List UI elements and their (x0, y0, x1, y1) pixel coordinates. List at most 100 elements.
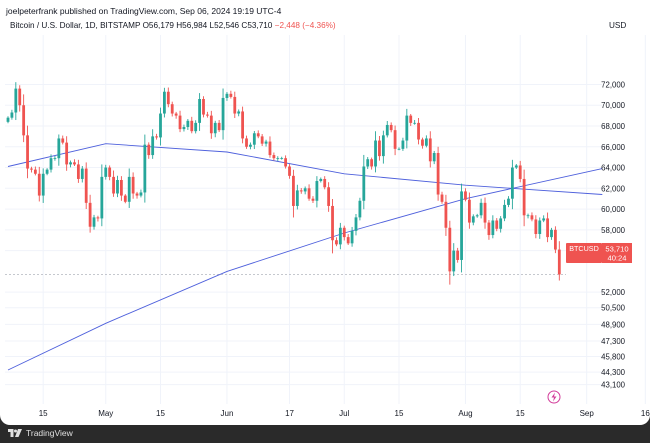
candle-body (335, 240, 338, 245)
candle (73, 159, 76, 167)
candle (252, 130, 256, 150)
candle-body (452, 250, 456, 272)
lightning-icon[interactable] (547, 390, 561, 404)
candle-body (104, 167, 108, 177)
candle (424, 135, 428, 148)
candle-body (163, 91, 166, 114)
candle-body (53, 158, 57, 159)
candle (354, 214, 358, 236)
candle (18, 85, 22, 112)
candle (22, 94, 26, 143)
candle (264, 139, 268, 147)
candle-body (487, 222, 491, 236)
candle (225, 91, 229, 101)
candle (170, 101, 174, 117)
candle (401, 137, 405, 151)
candle (206, 111, 209, 118)
candle (166, 87, 170, 108)
candle-body (331, 205, 334, 241)
candle-body (554, 229, 557, 250)
candle-body (49, 158, 53, 170)
candle (389, 122, 393, 133)
candle-body (135, 193, 139, 196)
candle (358, 197, 362, 221)
candle (542, 215, 546, 223)
candle-body (241, 111, 244, 139)
candle (119, 176, 123, 201)
candle (448, 220, 452, 285)
price-tag-symbol: BTCUSD (569, 244, 599, 253)
candle-body (401, 140, 405, 149)
candle-body (37, 173, 41, 196)
candle-body (303, 188, 307, 192)
y-tick-label: 43,100 (601, 381, 626, 390)
candle-body (467, 199, 471, 223)
candle (444, 194, 448, 236)
publisher-line: joelpeterfrank published on TradingView.… (6, 6, 282, 16)
candle-body (381, 135, 385, 157)
candle (92, 214, 96, 230)
tradingview-footer[interactable]: TradingView (8, 428, 73, 438)
candle-body (510, 167, 514, 199)
candle-body (284, 158, 288, 167)
candle (378, 135, 381, 161)
candle (503, 199, 506, 222)
price-tag-value-bg (602, 243, 632, 263)
tradingview-brand: TradingView (26, 428, 73, 438)
candle-body (237, 111, 241, 114)
time-axis[interactable]: 15 May 15 Jun 17 Jul 15 Aug 15 Sep 16 (39, 409, 650, 418)
candle-body (217, 122, 221, 131)
candle-body (147, 144, 151, 156)
candle-body (221, 97, 225, 131)
close-value: C53,710 (241, 21, 273, 30)
candle (393, 125, 397, 156)
candle (249, 142, 252, 150)
candle-body (151, 136, 155, 156)
x-tick-label: 15 (395, 409, 404, 418)
candle-body (327, 187, 331, 206)
symbol-name[interactable]: Bitcoin / U.S. Dollar, 1D, BITSTAMP (10, 21, 141, 30)
candle-body (495, 220, 499, 229)
candle (471, 214, 475, 226)
candle (499, 216, 503, 233)
candle-body (471, 216, 475, 223)
candle (88, 194, 92, 233)
candle (460, 183, 463, 273)
candle (76, 159, 80, 183)
candle (57, 134, 61, 166)
ohlc-legend[interactable]: Bitcoin / U.S. Dollar, 1D, BITSTAMP O56,… (10, 21, 336, 30)
currency-label: USD (609, 21, 627, 30)
candle-body (92, 217, 96, 227)
candle (526, 213, 530, 219)
candle (49, 154, 53, 173)
candle-body (319, 178, 323, 182)
candle (268, 136, 272, 158)
candle (518, 160, 522, 183)
candle (413, 119, 417, 125)
y-tick-label: 48,900 (601, 320, 626, 329)
candle (432, 150, 436, 165)
candle (26, 125, 29, 179)
candle (112, 170, 115, 197)
candle (327, 182, 331, 212)
candle-body (116, 179, 119, 194)
candle (421, 137, 424, 149)
candle-body (440, 194, 444, 202)
candle-body (22, 105, 26, 136)
candle-body (26, 135, 29, 169)
candle-body (249, 144, 252, 147)
candle (366, 157, 370, 170)
candle-body (213, 122, 217, 134)
candle-body (69, 162, 72, 165)
candle-body (342, 227, 346, 238)
candle (452, 243, 456, 277)
candle (190, 116, 194, 134)
price-axis[interactable]: 72,000 70,000 68,000 66,000 64,000 62,000 60,0… (601, 80, 626, 389)
candle-body (292, 175, 295, 206)
candle-body (393, 130, 397, 149)
candle (159, 107, 162, 146)
x-tick-label: 17 (285, 409, 294, 418)
candle-body (131, 176, 135, 194)
candle-body (409, 115, 413, 123)
price-chart[interactable]: 72,000 70,000 68,000 66,000 64,000 62,000 60,0… (0, 0, 650, 425)
